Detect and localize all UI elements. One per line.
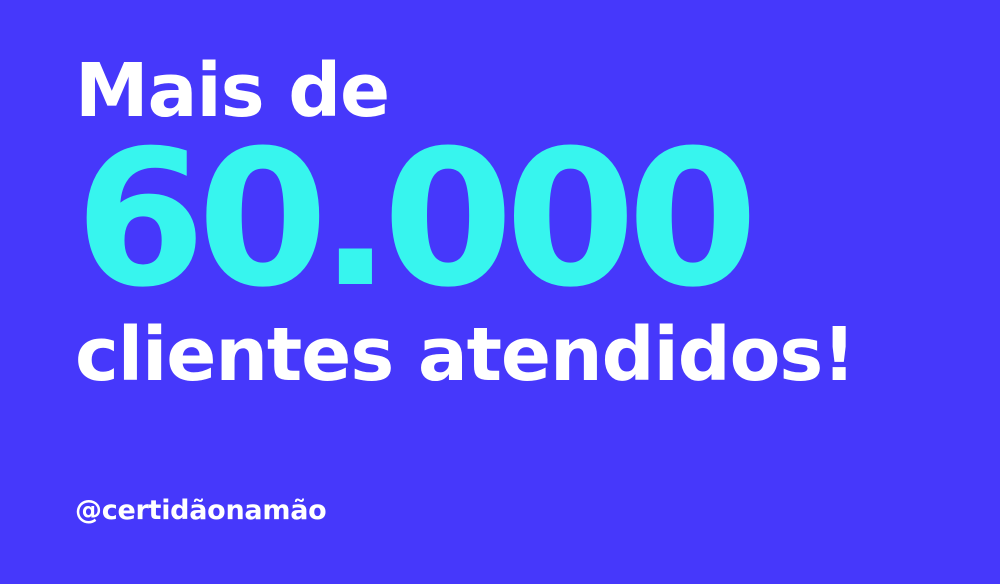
headline-number: 60.000 (75, 110, 758, 330)
headline-subject: clientes atendidos! (75, 311, 856, 398)
social-handle: @certidãonamão (75, 495, 327, 527)
headline-intro: Mais de (75, 48, 390, 134)
